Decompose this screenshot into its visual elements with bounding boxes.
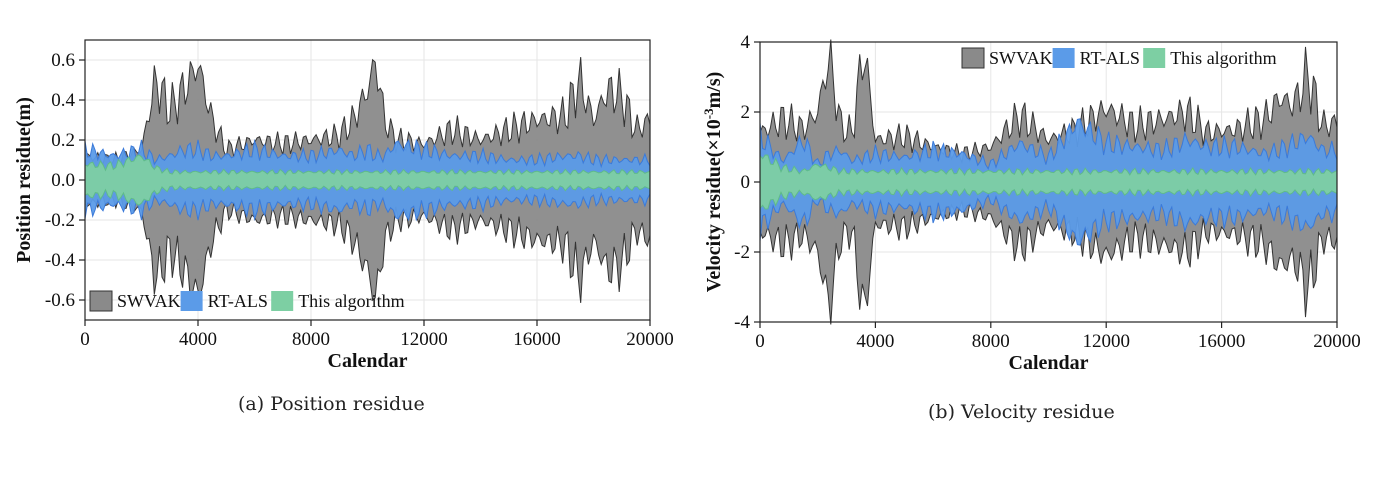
x-tick-label: 16000	[513, 329, 561, 350]
x-axis-title: Calendar	[1009, 352, 1089, 374]
x-tick-label: 8000	[972, 331, 1010, 352]
y-tick-label: 0.0	[51, 170, 75, 191]
y-tick-label: -2	[734, 242, 750, 263]
x-tick-label: 20000	[626, 329, 674, 350]
y-tick-label: -0.6	[45, 290, 75, 311]
y-tick-label: -0.2	[45, 210, 75, 231]
legend-swatch-1	[89, 290, 113, 312]
x-tick-label: 8000	[292, 329, 330, 350]
y-tick-label: -4	[734, 312, 750, 333]
caption-position-residue: (a) Position residue	[238, 393, 425, 415]
legend-swatch-2	[180, 291, 203, 311]
x-axis-title: Calendar	[328, 350, 408, 372]
legend-label-2: RT-ALS	[1080, 48, 1140, 68]
legend-label-1: SWVAKF	[989, 48, 1063, 68]
x-tick-label: 20000	[1313, 331, 1361, 352]
x-tick-label: 4000	[179, 329, 217, 350]
y-tick-label: 0.6	[51, 50, 75, 71]
y-tick-label: 2	[741, 102, 751, 123]
y-tick-label: 0.4	[51, 90, 75, 111]
caption-velocity-residue: (b) Velocity residue	[928, 401, 1115, 423]
x-tick-label: 0	[755, 331, 765, 352]
legend-label-3: This algorithm	[298, 291, 405, 311]
legend-label-3: This algorithm	[1170, 48, 1277, 68]
y-tick-label: 4	[741, 32, 751, 53]
legend-swatch-3	[1143, 48, 1166, 68]
y-axis-title: Velocity residue(×10-3m/s)	[701, 72, 725, 293]
x-tick-label: 12000	[1082, 331, 1130, 352]
velocity-residue-chart: 0 4000 8000 12000 16000 20000 -4 -2 0 2 4 Calendar V…	[701, 32, 1361, 374]
x-tick-label: 0	[80, 329, 90, 350]
x-tick-label: 12000	[400, 329, 448, 350]
legend-swatch-2	[1052, 48, 1075, 68]
legend-swatch-1	[961, 47, 985, 69]
legend-label-2: RT-ALS	[208, 291, 268, 311]
y-tick-label: 0	[741, 172, 751, 193]
legend-swatch-3	[271, 291, 294, 311]
x-tick-label: 4000	[856, 331, 894, 352]
position-residue-chart: 0 4000 8000 12000 16000 20000 -0.6 -0.4 -0.2 0.0 0…	[13, 39, 674, 372]
legend-label-1: SWVAKF	[117, 291, 191, 311]
y-tick-label: 0.2	[51, 130, 75, 151]
y-axis-title: Position residue(m)	[13, 97, 35, 263]
y-tick-label: -0.4	[45, 250, 76, 271]
x-tick-label: 16000	[1198, 331, 1246, 352]
